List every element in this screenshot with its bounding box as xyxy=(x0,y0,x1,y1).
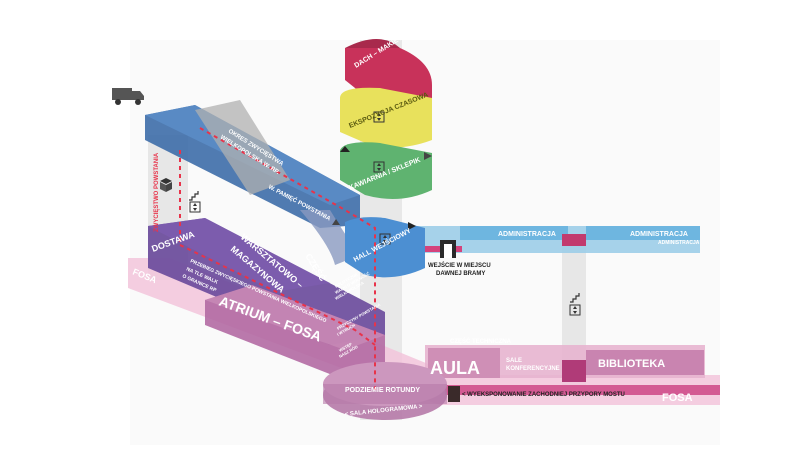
gate-opening xyxy=(444,244,452,258)
aula-strip-accent xyxy=(562,360,586,382)
dashed-path-ramp xyxy=(199,127,376,390)
label-gate-2: DAWNEJ BRAMY xyxy=(436,271,485,277)
arrow-marker-2 xyxy=(408,222,416,230)
admin-crossing xyxy=(562,234,586,246)
rotunda-basement xyxy=(323,362,447,420)
admin-block-left xyxy=(460,226,568,240)
label-delivery-vertical: ZWYCIĘSTWO POWSTANIA xyxy=(154,152,160,232)
rotunda-hall xyxy=(345,217,425,278)
elevator-icon-right xyxy=(569,304,581,316)
atrium-ramp-top xyxy=(205,285,385,350)
label-technical: CZĘŚĆ TECHNICZNA xyxy=(450,337,512,345)
warehouse-top xyxy=(148,218,330,292)
label-aula: AULA xyxy=(430,358,480,378)
elevator-icon-rotunda-3 xyxy=(379,233,391,245)
rotunda-exhibition xyxy=(340,87,432,148)
label-admin-right: ADMINISTRACJA xyxy=(630,231,688,238)
label-basement: PODZIEMIE ROTUNDY xyxy=(345,387,420,394)
admin-block-right xyxy=(586,226,700,240)
label-conference-2: KONFERENCYJNE xyxy=(506,366,560,372)
arrow-marker-4 xyxy=(424,152,432,160)
label-moat-right: FOSA xyxy=(662,392,693,404)
label-admin-right-lower: ADMINISTRACJA xyxy=(658,240,700,246)
grey-pyramid xyxy=(195,100,290,195)
label-library: BIBLIOTEKA xyxy=(598,358,665,370)
buttress-marker xyxy=(448,386,460,402)
stairs-icon-right xyxy=(570,293,580,303)
label-admin-left: ADMINISTRACJA xyxy=(498,231,556,238)
box-icon xyxy=(160,178,172,192)
truck-icon xyxy=(112,88,144,105)
arrow-marker-1 xyxy=(340,146,350,152)
label-gate-1: WEJŚCIE W MIEJSCU xyxy=(428,262,491,269)
dashed-path-warehouse xyxy=(179,244,376,346)
label-warehouse-info-6: WSTĘP xyxy=(338,341,353,353)
library-block xyxy=(586,350,704,375)
elevator-icon-rotunda-2 xyxy=(373,161,385,173)
moat-lower-strip xyxy=(445,385,720,395)
elevator-icon xyxy=(189,201,201,213)
arrow-marker-3 xyxy=(332,219,340,225)
rotunda-cafe xyxy=(340,142,432,199)
label-buttress: < WYEKSPONOWANIE ZACHODNIEJ PRZYPORY MOS… xyxy=(462,392,625,398)
elevator-icon-rotunda-1 xyxy=(373,111,385,123)
stairs-icon xyxy=(189,191,199,201)
aula-block xyxy=(428,348,500,378)
label-conference-1: SALE xyxy=(506,358,522,364)
